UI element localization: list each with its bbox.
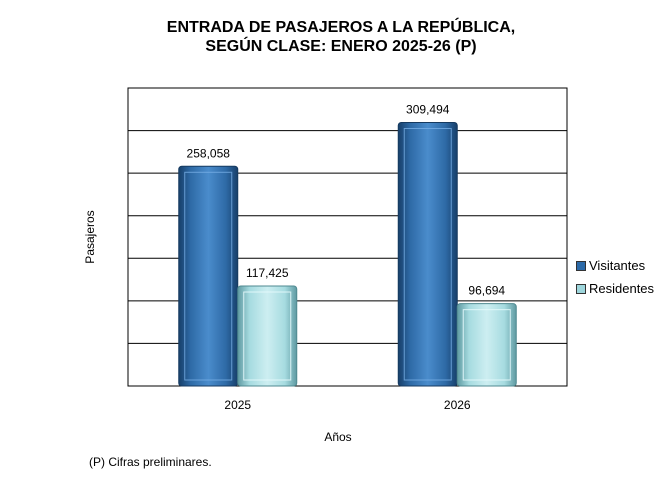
x-tick-label-2025: 2025 — [224, 398, 251, 412]
data-label-visitantes-2026: 309,494 — [406, 102, 450, 116]
bar-visitantes-2026 — [397, 121, 458, 387]
footnote: (P) Cifras preliminares. — [89, 455, 212, 469]
bar-visitantes-2025 — [178, 165, 239, 387]
legend-label-visitantes: Visitantes — [589, 258, 646, 273]
x-tick-label-2026: 2026 — [444, 398, 471, 412]
legend-swatch-residentes — [576, 283, 586, 294]
legend-item-residentes: Residentes — [576, 277, 654, 300]
chart-title-line-1: ENTRADA DE PASAJEROS A LA REPÚBLICA, — [166, 19, 516, 36]
bar-residentes-2026 — [456, 303, 517, 387]
legend-label-residentes: Residentes — [589, 281, 655, 296]
legend: Visitantes Residentes — [576, 254, 654, 300]
chart-title-line-2: SEGÚN CLASE: ENERO 2025-26 (P) — [205, 38, 477, 55]
legend-item-visitantes: Visitantes — [576, 254, 654, 277]
x-axis-label: Años — [324, 430, 352, 444]
chart-title: ENTRADA DE PASAJEROS A LA REPÚBLICA, SEG… — [0, 18, 658, 56]
data-label-visitantes-2025: 258,058 — [187, 146, 231, 160]
bar-residentes-2025 — [237, 285, 298, 387]
data-label-residentes-2025: 117,425 — [246, 266, 289, 280]
data-label-residentes-2026: 96,694 — [468, 284, 505, 298]
legend-swatch-visitantes — [576, 260, 586, 271]
